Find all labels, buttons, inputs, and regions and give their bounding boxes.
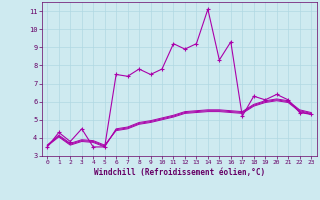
X-axis label: Windchill (Refroidissement éolien,°C): Windchill (Refroidissement éolien,°C) bbox=[94, 168, 265, 177]
